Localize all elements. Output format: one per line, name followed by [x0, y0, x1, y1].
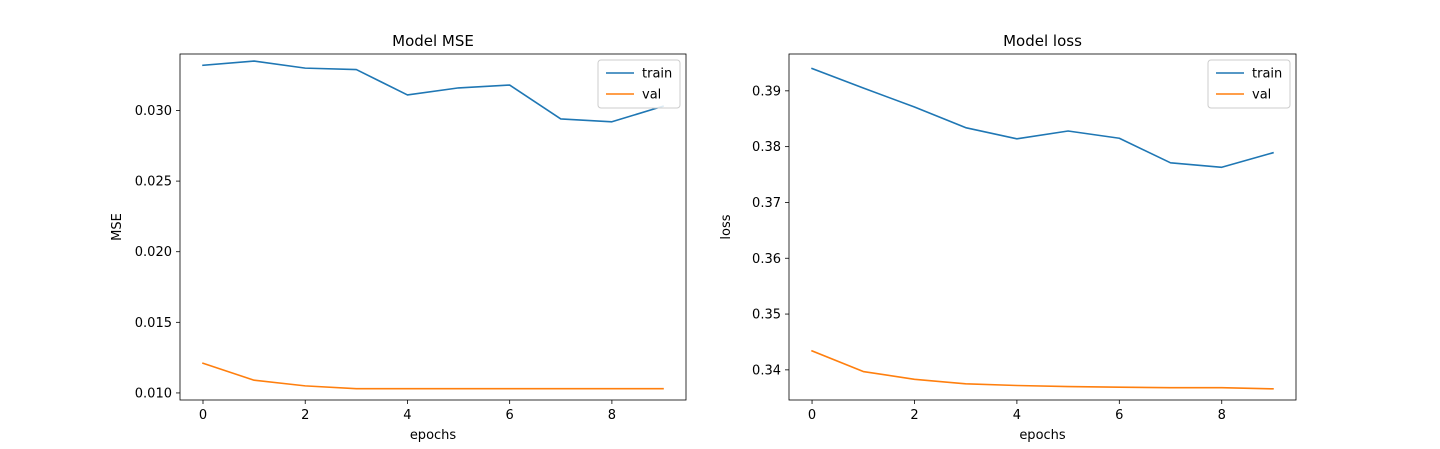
- data-point-train: [508, 84, 510, 86]
- legend-label-val: val: [642, 88, 661, 103]
- y-tick-label: 0.010: [135, 386, 172, 401]
- y-tick-label: 0.030: [135, 104, 172, 119]
- data-point-train: [202, 64, 204, 66]
- data-point-train: [1016, 138, 1018, 140]
- x-tick-label: 4: [403, 408, 411, 423]
- data-point-val: [457, 388, 459, 390]
- chart-title: Model loss: [1003, 32, 1082, 50]
- data-point-train: [611, 121, 613, 123]
- data-point-val: [508, 388, 510, 390]
- y-tick-label: 0.015: [135, 316, 172, 331]
- data-point-val: [253, 379, 255, 381]
- data-point-val: [611, 388, 613, 390]
- x-axis-label: epochs: [410, 428, 457, 443]
- data-point-val: [964, 383, 966, 385]
- data-point-train: [457, 87, 459, 89]
- legend-label-train: train: [1252, 67, 1282, 82]
- data-point-train: [560, 118, 562, 120]
- data-point-val: [1272, 388, 1274, 390]
- data-point-train: [862, 87, 864, 89]
- data-point-val: [1221, 387, 1223, 389]
- x-tick-label: 6: [506, 408, 514, 423]
- x-tick-label: 6: [1115, 408, 1123, 423]
- data-point-val: [1067, 385, 1069, 387]
- data-point-train: [1118, 137, 1120, 139]
- data-point-train: [304, 67, 306, 69]
- data-point-val: [862, 370, 864, 372]
- series-line-val: [201, 362, 664, 390]
- data-point-train: [1272, 152, 1274, 154]
- data-point-val: [355, 388, 357, 390]
- y-tick-label: 0.020: [135, 245, 172, 260]
- series-line-train: [811, 67, 1274, 169]
- chart-panel-1: Model MSE 0 2 4 6 8 0.010 0.015 0.020 0.025 0.030 e…: [110, 32, 687, 443]
- series-line-val: [811, 349, 1274, 390]
- x-axis-label: epochs: [1019, 428, 1066, 443]
- x-tick-label: 0: [199, 408, 207, 423]
- legend-label-val: val: [1252, 88, 1271, 103]
- data-point-train: [964, 126, 966, 128]
- data-point-val: [913, 378, 915, 380]
- legend-box: [597, 59, 681, 109]
- x-tick-label: 2: [910, 408, 918, 423]
- legend-label-train: train: [642, 67, 672, 82]
- data-point-val: [304, 385, 306, 387]
- x-tick-label: 2: [301, 408, 309, 423]
- series-line-train: [202, 60, 664, 123]
- data-point-train: [355, 68, 357, 70]
- x-tick-label: 4: [1013, 408, 1021, 423]
- x-tick-label: 8: [1218, 408, 1226, 423]
- y-tick-label: 0.34: [752, 363, 781, 378]
- data-point-val: [406, 388, 408, 390]
- y-axis-label: MSE: [110, 213, 125, 241]
- data-point-train: [811, 67, 813, 69]
- x-tick-label: 8: [608, 408, 616, 423]
- data-point-train: [406, 94, 408, 96]
- x-tick-label: 0: [808, 408, 816, 423]
- data-point-val: [1118, 386, 1120, 388]
- data-point-train: [913, 106, 915, 108]
- legend-box: [1207, 59, 1291, 109]
- y-tick-label: 0.37: [752, 196, 781, 211]
- y-tick-label: 0.39: [752, 84, 781, 99]
- data-point-train: [253, 60, 255, 62]
- y-tick-label: 0.38: [752, 140, 781, 155]
- data-point-train: [1221, 166, 1223, 168]
- data-point-train: [1169, 162, 1171, 164]
- data-point-val: [1169, 387, 1171, 389]
- legend: train val: [1207, 59, 1291, 109]
- plot-frame: [788, 53, 1297, 401]
- data-point-val: [662, 388, 664, 390]
- plot-frame: [179, 53, 687, 401]
- data-point-val: [1016, 384, 1018, 386]
- data-point-train: [1067, 130, 1069, 132]
- legend: train val: [597, 59, 681, 109]
- chart-title: Model MSE: [392, 32, 474, 50]
- data-point-val: [202, 362, 204, 364]
- y-tick-label: 0.36: [752, 252, 781, 267]
- y-tick-label: 0.35: [752, 308, 781, 323]
- data-point-val: [811, 350, 813, 352]
- chart-panel-2: Model loss 0 2 4 6 8 0.34 0.35 0.36 0.37 0.38 0.39 e…: [719, 32, 1297, 443]
- y-axis-label: loss: [719, 214, 734, 239]
- y-tick-label: 0.025: [135, 175, 172, 190]
- data-point-val: [560, 388, 562, 390]
